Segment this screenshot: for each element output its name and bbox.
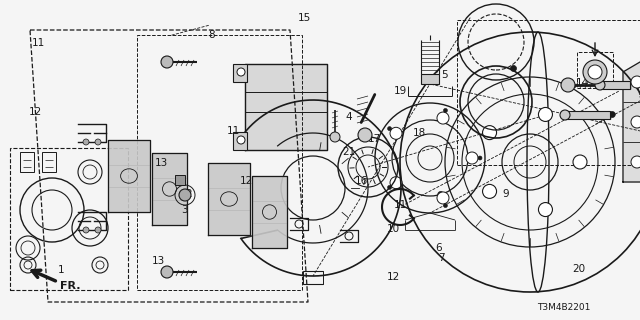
Text: 10: 10: [387, 224, 400, 234]
Bar: [600, 81, 630, 89]
Circle shape: [330, 132, 340, 142]
Circle shape: [560, 110, 570, 120]
Polygon shape: [208, 163, 250, 235]
Text: 21: 21: [342, 147, 355, 157]
Circle shape: [466, 152, 478, 164]
Circle shape: [237, 68, 245, 76]
Bar: [565, 111, 610, 119]
Circle shape: [437, 192, 449, 204]
Circle shape: [237, 136, 245, 144]
Circle shape: [444, 108, 447, 112]
Text: 13: 13: [155, 158, 168, 168]
Circle shape: [438, 191, 444, 197]
Text: 20: 20: [573, 264, 586, 274]
Circle shape: [631, 76, 640, 88]
Circle shape: [631, 116, 640, 128]
Circle shape: [631, 156, 640, 168]
Circle shape: [511, 66, 516, 71]
Circle shape: [478, 156, 482, 160]
Circle shape: [161, 56, 173, 68]
Text: 11: 11: [227, 126, 240, 136]
Circle shape: [388, 185, 392, 189]
Circle shape: [444, 204, 447, 208]
Text: 14: 14: [576, 78, 589, 88]
Circle shape: [390, 127, 402, 139]
Circle shape: [95, 139, 101, 145]
Circle shape: [609, 111, 615, 117]
Text: 11: 11: [32, 38, 45, 48]
Circle shape: [161, 266, 173, 278]
Text: 19: 19: [394, 86, 406, 96]
Text: 12: 12: [387, 272, 400, 282]
Text: 18: 18: [413, 128, 426, 138]
Text: 11: 11: [394, 200, 406, 210]
Bar: [457, 20, 640, 165]
Circle shape: [437, 112, 449, 124]
Circle shape: [595, 80, 605, 90]
Text: 8: 8: [208, 30, 214, 40]
Circle shape: [483, 184, 497, 198]
Polygon shape: [623, 62, 640, 182]
Circle shape: [83, 227, 89, 233]
Text: 17: 17: [368, 134, 381, 144]
Text: 3: 3: [181, 204, 188, 215]
Text: 1: 1: [58, 265, 64, 276]
Bar: [233, 132, 247, 150]
Bar: [577, 52, 613, 88]
Text: 16: 16: [355, 176, 368, 186]
Circle shape: [390, 177, 402, 189]
Circle shape: [538, 203, 552, 217]
Bar: [10, 148, 128, 290]
Text: 12: 12: [240, 176, 253, 186]
Circle shape: [388, 127, 392, 131]
Circle shape: [588, 65, 602, 79]
Polygon shape: [108, 140, 150, 212]
Text: 2: 2: [186, 188, 192, 199]
Text: 13: 13: [152, 256, 165, 266]
Bar: [233, 64, 247, 82]
Polygon shape: [152, 153, 187, 225]
Polygon shape: [245, 64, 327, 150]
Text: 15: 15: [298, 12, 310, 23]
Circle shape: [561, 78, 575, 92]
Circle shape: [179, 189, 191, 201]
Circle shape: [573, 155, 587, 169]
Circle shape: [483, 126, 497, 140]
Text: 9: 9: [502, 188, 509, 199]
Circle shape: [538, 108, 552, 122]
Circle shape: [83, 139, 89, 145]
Circle shape: [358, 128, 372, 142]
Polygon shape: [252, 176, 287, 248]
Bar: [20, 152, 34, 172]
Bar: [421, 74, 439, 84]
Text: 7: 7: [438, 252, 445, 263]
Text: 6: 6: [435, 243, 442, 253]
Bar: [42, 152, 56, 172]
Text: T3M4B2201: T3M4B2201: [538, 303, 591, 313]
Bar: [303, 271, 323, 284]
Bar: [137, 35, 302, 290]
Circle shape: [583, 60, 607, 84]
Text: 12: 12: [29, 107, 42, 117]
Text: FR.: FR.: [60, 281, 80, 291]
Text: 5: 5: [442, 70, 448, 80]
Circle shape: [95, 227, 101, 233]
Bar: [175, 175, 185, 185]
Text: 4: 4: [346, 112, 352, 122]
